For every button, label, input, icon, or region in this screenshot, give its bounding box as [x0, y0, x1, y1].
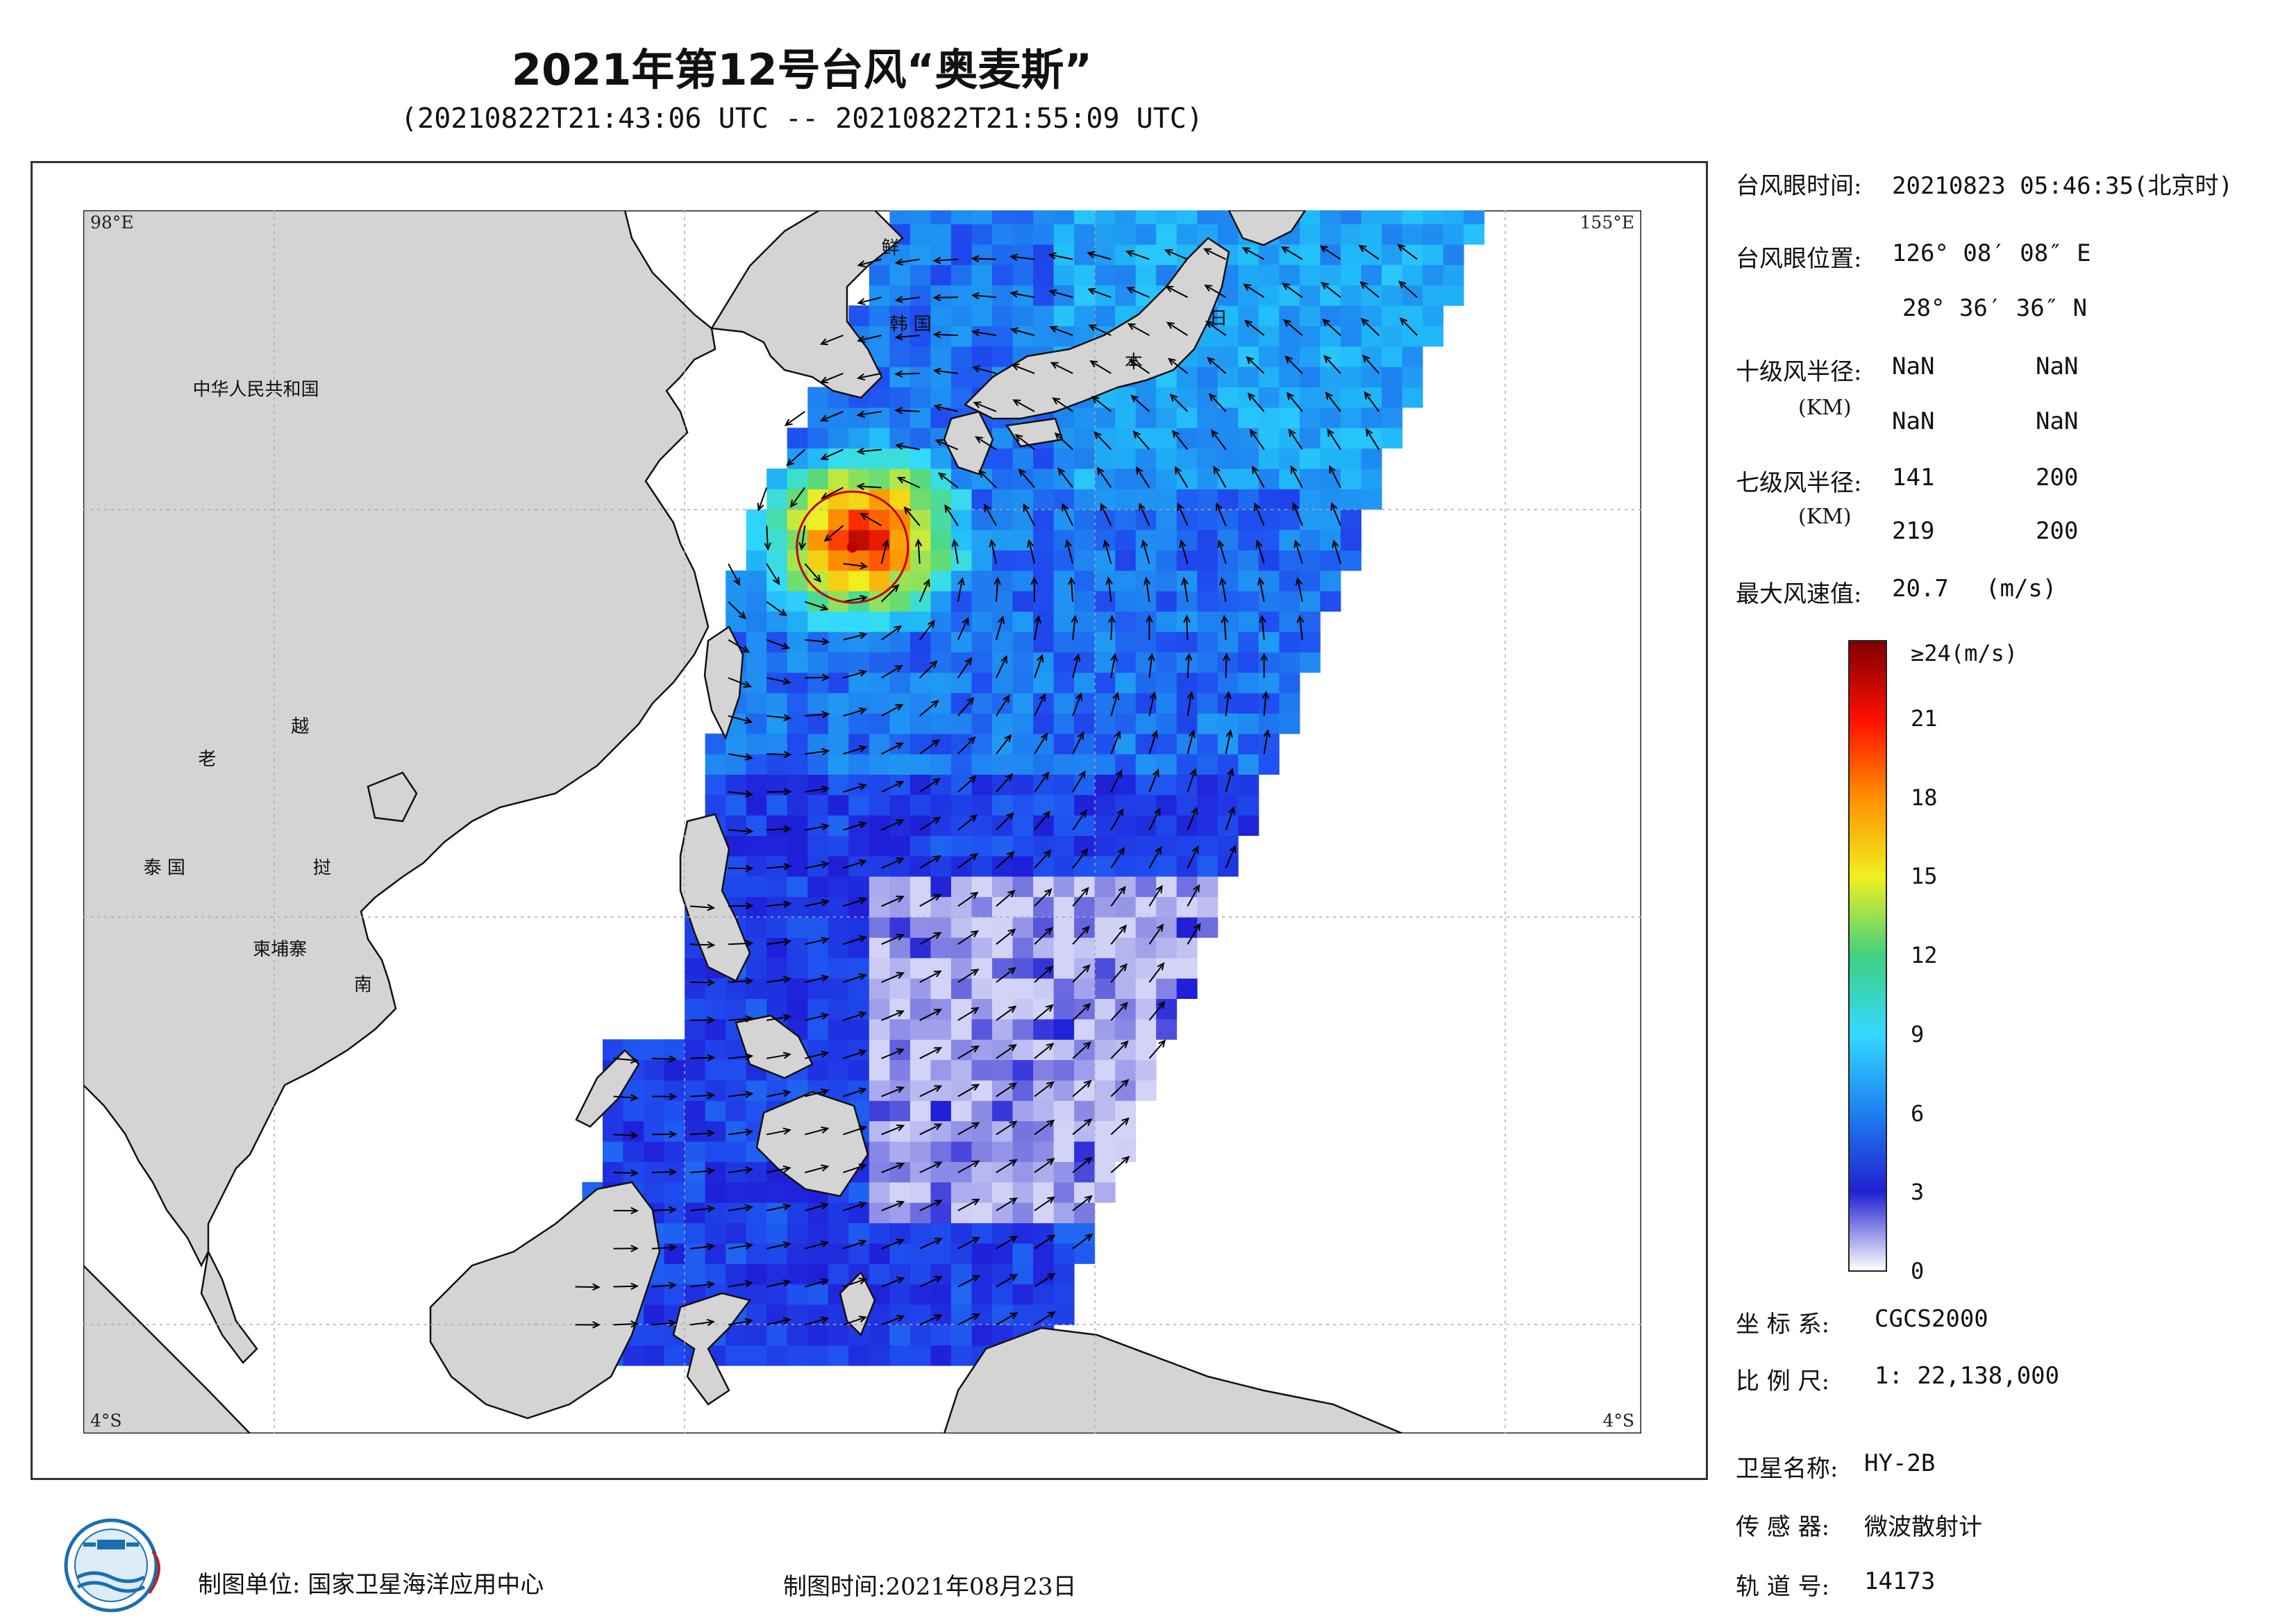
eye-time-value: 20210823 05:46:35(北京时) [1892, 172, 2233, 200]
colorbar-tick: 18 [1911, 784, 1938, 811]
corner-lon-tl: 98°E [90, 212, 134, 233]
colorbar-tick: 9 [1911, 1020, 1925, 1048]
country-label: 日 [1209, 308, 1227, 329]
land-sumatra [83, 1264, 251, 1433]
eye-position-label: 台风眼位置: [1736, 245, 1862, 273]
land-malay-peninsula [200, 1249, 258, 1364]
colorbar-tick: 15 [1911, 863, 1938, 890]
country-label: 本 [1125, 352, 1143, 373]
colorbar-tick: 21 [1911, 705, 1938, 732]
land-hainan [367, 771, 418, 823]
country-label: 南 [354, 975, 372, 995]
nsoas-logo [64, 1518, 160, 1613]
scale-value: 1: 22,138,000 [1875, 1362, 2060, 1390]
country-label: 老 [198, 749, 216, 770]
colorbar-tick: 0 [1911, 1258, 1925, 1284]
r7-value-2: 200 [2036, 464, 2079, 491]
land-japan-honshu [963, 237, 1230, 420]
r10-value-3: NaN [1892, 407, 1935, 435]
coord-system-value: CGCS2000 [1875, 1305, 1988, 1333]
land-asia-mainland [83, 210, 717, 1268]
country-label: 鲜 [882, 238, 900, 259]
land-korea [710, 210, 904, 399]
land-philippines-visayas [735, 1014, 814, 1079]
land-new-guinea [943, 1327, 1403, 1433]
producer-unit: 制图单位: 国家卫星海洋应用中心 [198, 1571, 544, 1599]
map-subtitle-time-range: (20210822T21:43:06 UTC -- 20210822T21:55… [401, 103, 1203, 135]
production-date: 制图时间:2021年08月23日 [783, 1573, 1077, 1601]
r7-value-3: 219 [1892, 517, 1935, 545]
country-label: 韩 国 [889, 314, 931, 335]
country-label: 越 [291, 716, 309, 737]
r7-circle [796, 490, 910, 604]
colorbar-tick: 12 [1911, 942, 1938, 968]
wind-vector-arrows [575, 244, 1418, 1329]
typhoon-eye-marker [796, 490, 910, 604]
sensor-value: 微波散射计 [1864, 1513, 1982, 1541]
country-label: 中华人民共和国 [192, 379, 319, 400]
eye-position-lat: 28° 36′ 36″ N [1902, 294, 2088, 322]
max-wind-label: 最大风速值: [1736, 580, 1862, 608]
max-wind-unit: (m/s) [1986, 575, 2057, 603]
r10-unit: (KM) [1798, 396, 1852, 420]
country-label: 挝 [313, 857, 331, 878]
land-masses [83, 210, 1403, 1433]
satellite-label: 卫星名称: [1736, 1455, 1838, 1483]
scale-label: 比 例 尺: [1736, 1368, 1830, 1395]
land-philippines-mindanao [755, 1091, 869, 1197]
colorbar-tick: 3 [1911, 1179, 1925, 1206]
land-borneo [429, 1181, 661, 1420]
land-halmahera [839, 1270, 876, 1337]
colorbar-tick: 6 [1911, 1100, 1925, 1127]
corner-lat-br: 4°S [1602, 1411, 1634, 1431]
wind-speed-colorbar [1848, 640, 1887, 1272]
corner-lat-bl: 4°S [90, 1411, 122, 1431]
r10-value-4: NaN [2036, 407, 2079, 435]
graticule [83, 210, 1641, 1433]
r7-unit: (KM) [1798, 505, 1852, 529]
orbit-label: 轨 道 号: [1736, 1573, 1830, 1601]
map-frame [31, 161, 1708, 1480]
map-title: 2021年第12号台风“奥麦斯” [511, 44, 1093, 95]
r7-value-1: 141 [1892, 464, 1935, 491]
orbit-value: 14173 [1864, 1567, 1936, 1595]
r10-label: 十级风半径: [1736, 358, 1862, 386]
land-japan-hokkaido [1227, 210, 1307, 246]
r7-value-4: 200 [2036, 517, 2079, 545]
country-label: 柬埔寨 [253, 939, 307, 960]
sensor-label: 传 感 器: [1736, 1513, 1830, 1541]
country-label: 泰 国 [144, 857, 185, 878]
land-japan-kyushu [943, 410, 994, 476]
colorbar-tick: ≥24(m/s) [1911, 640, 2018, 666]
coord-system-label: 坐 标 系: [1736, 1311, 1830, 1338]
r10-value-1: NaN [1892, 353, 1935, 380]
satellite-value: HY-2B [1864, 1449, 1936, 1477]
land-palawan [575, 1049, 640, 1128]
eye-position-lon: 126° 08′ 08″ E [1892, 239, 2091, 267]
coordinate-labels: 105°E120°E135°E150°E30°N15°N0°98°E155°E4… [90, 212, 1634, 1431]
eye-center [846, 541, 858, 553]
r7-label: 七级风半径: [1736, 469, 1862, 497]
corner-lon-tr: 155°E [1580, 212, 1634, 233]
r10-value-2: NaN [2036, 353, 2079, 380]
land-philippines-luzon [679, 813, 751, 982]
max-wind-value: 20.7 [1892, 575, 1949, 603]
land-sulawesi [672, 1292, 752, 1406]
eye-time-label: 台风眼时间: [1736, 172, 1862, 200]
